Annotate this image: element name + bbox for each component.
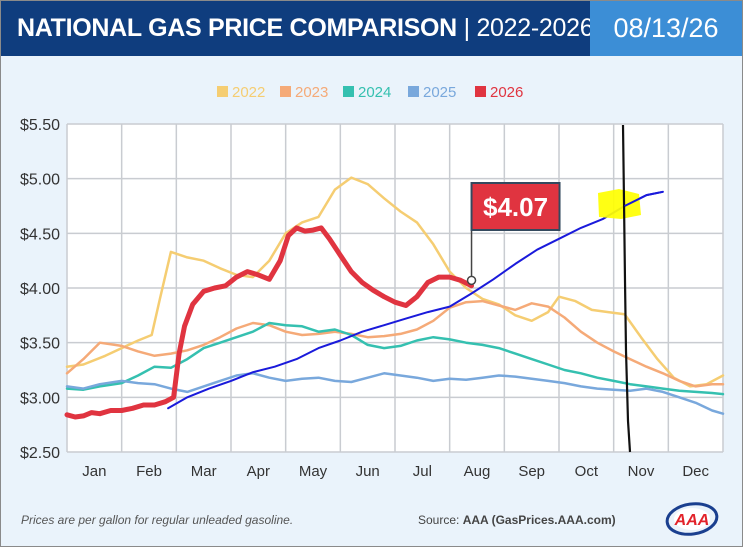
title-years: 2022-2026 bbox=[476, 14, 594, 42]
y-tick-label: $3.50 bbox=[20, 336, 60, 353]
highlight-mark bbox=[598, 189, 641, 219]
x-tick-label: Oct bbox=[575, 463, 599, 480]
legend-swatch bbox=[280, 86, 291, 97]
chart-title: NATIONAL GAS PRICE COMPARISON | 2022-202… bbox=[17, 14, 594, 43]
y-tick-label: $3.00 bbox=[20, 390, 60, 407]
y-tick-label: $4.00 bbox=[20, 281, 60, 298]
legend-label: 2024 bbox=[358, 84, 391, 101]
y-tick-label: $5.50 bbox=[20, 117, 60, 134]
legend-label: 2025 bbox=[423, 84, 456, 101]
legend-swatch bbox=[475, 86, 486, 97]
footer-source: Source: AAA (GasPrices.AAA.com) bbox=[418, 513, 616, 527]
legend-swatch bbox=[343, 86, 354, 97]
legend-label: 2026 bbox=[490, 84, 523, 101]
x-tick-label: Nov bbox=[628, 463, 655, 480]
aaa-logo: AAA bbox=[665, 502, 719, 536]
x-tick-label: Jul bbox=[413, 463, 432, 480]
callout-box bbox=[470, 182, 561, 231]
source-prefix: Source: bbox=[418, 513, 463, 527]
title-separator: | bbox=[456, 14, 477, 42]
callout-point bbox=[466, 275, 477, 286]
series-line bbox=[64, 225, 474, 420]
y-tick-label: $2.50 bbox=[20, 445, 60, 462]
footer-note: Prices are per gallon for regular unlead… bbox=[21, 513, 294, 527]
x-tick-label: May bbox=[299, 463, 328, 480]
series-line bbox=[65, 176, 725, 388]
series-line bbox=[65, 372, 725, 415]
x-tick-label: Mar bbox=[191, 463, 217, 480]
x-tick-label: Jun bbox=[356, 463, 380, 480]
series-line bbox=[167, 190, 664, 410]
drawn-vertical-line bbox=[621, 124, 632, 453]
series-line bbox=[65, 321, 725, 396]
callout-label: $4.07 bbox=[483, 192, 548, 222]
logo-text: AAA bbox=[674, 512, 710, 529]
series-line-tail bbox=[624, 190, 664, 207]
source-name: AAA (GasPrices.AAA.com) bbox=[462, 513, 616, 527]
legend-swatch bbox=[408, 86, 419, 97]
date-badge: 08/13/26 bbox=[590, 1, 742, 56]
x-tick-label: Apr bbox=[247, 463, 270, 480]
title-main: NATIONAL GAS PRICE COMPARISON bbox=[17, 14, 457, 42]
legend-label: 2022 bbox=[232, 84, 265, 101]
legend-label: 2023 bbox=[295, 84, 328, 101]
x-tick-label: Dec bbox=[682, 463, 709, 480]
x-tick-label: Feb bbox=[136, 463, 162, 480]
legend-swatch bbox=[217, 86, 228, 97]
header-bar: NATIONAL GAS PRICE COMPARISON | 2022-202… bbox=[1, 1, 594, 56]
x-tick-label: Jan bbox=[82, 463, 106, 480]
x-tick-label: Sep bbox=[518, 463, 545, 480]
x-tick-label: Aug bbox=[464, 463, 491, 480]
y-tick-label: $5.00 bbox=[20, 172, 60, 189]
y-tick-label: $4.50 bbox=[20, 226, 60, 243]
